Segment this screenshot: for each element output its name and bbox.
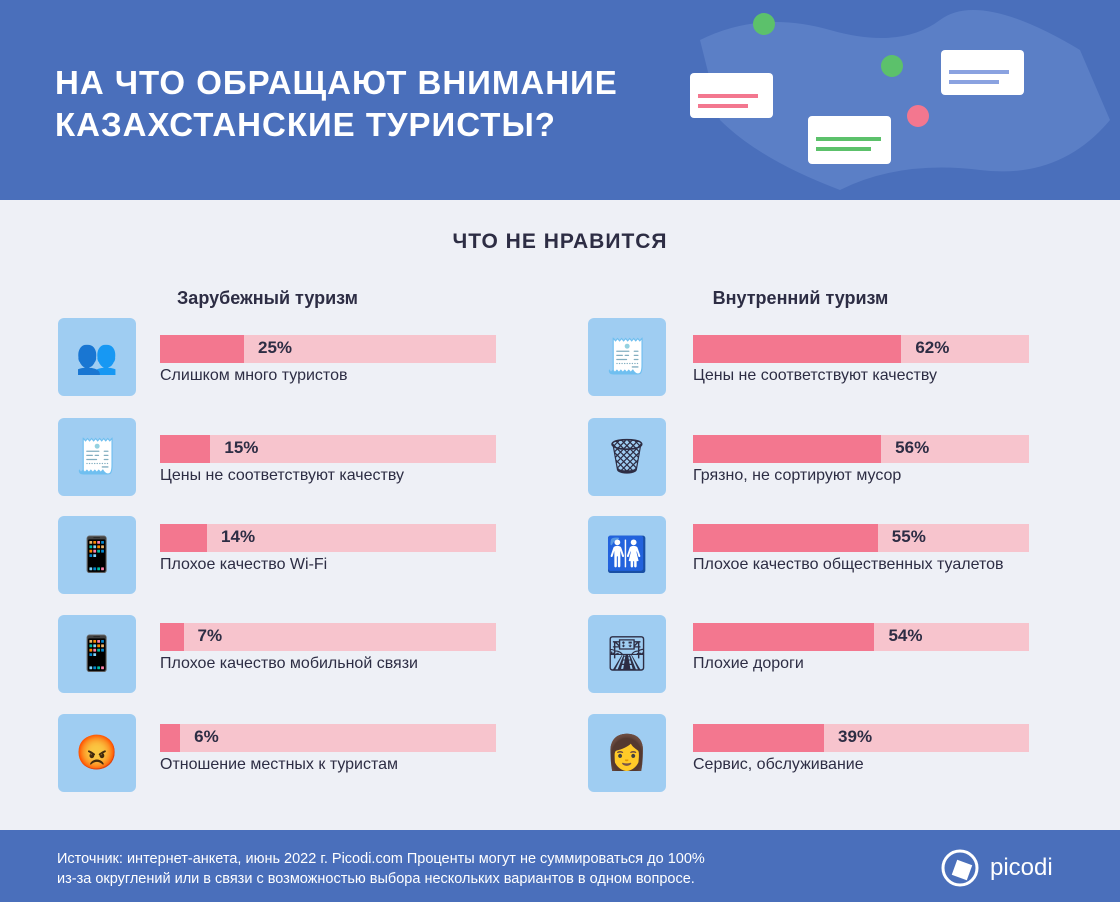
bar-track: 15% xyxy=(160,435,496,463)
bar-track: 39% xyxy=(693,724,1029,752)
data-label: 39% xyxy=(838,727,873,746)
bar-fill xyxy=(693,524,878,552)
source-note: Источник: интернет-анкета, июнь 2022 г. … xyxy=(57,849,705,889)
angry-face-icon: 😡 xyxy=(58,714,136,792)
picodi-logo-icon xyxy=(941,849,979,887)
bar-track: 7% xyxy=(160,623,496,651)
data-label: 14% xyxy=(221,527,256,546)
category-label: Цены не соответствуют качеству xyxy=(160,467,404,484)
category-label: Плохое качество мобильной связи xyxy=(160,655,418,672)
bar-fill xyxy=(160,335,244,363)
source-line-2: из-за округлений или в связи с возможнос… xyxy=(57,871,695,887)
category-label: Плохие дороги xyxy=(693,655,804,672)
category-label: Отношение местных к туристам xyxy=(160,756,399,773)
data-label: 62% xyxy=(915,338,950,357)
category-label: Плохое качество общественных туалетов xyxy=(693,556,1004,573)
bar-fill xyxy=(693,435,882,463)
title-line-2: КАЗАХСТАНСКИЕ ТУРИСТЫ? xyxy=(55,106,556,143)
data-label: 56% xyxy=(895,438,930,457)
bar-track: 54% xyxy=(693,623,1029,651)
bar-fill xyxy=(160,724,181,752)
category-label: Сервис, обслуживание xyxy=(693,756,864,773)
phone-wifi-icon: 📱 xyxy=(58,516,136,594)
data-label: 55% xyxy=(891,527,926,546)
bar-track: 55% xyxy=(693,524,1029,552)
section-title: ЧТО НЕ НРАВИТСЯ xyxy=(452,230,668,253)
bar-track: 25% xyxy=(160,335,496,363)
category-label: Слишком много туристов xyxy=(160,367,348,384)
source-line-1: Источник: интернет-анкета, июнь 2022 г. … xyxy=(57,851,705,867)
data-label: 15% xyxy=(224,438,259,457)
bar-fill xyxy=(693,724,825,752)
category-label: Цены не соответствуют качеству xyxy=(693,367,937,384)
world-map-reviews-illustration xyxy=(690,10,1110,190)
footer: Источник: интернет-анкета, июнь 2022 г. … xyxy=(0,830,1120,902)
bar-track: 62% xyxy=(693,335,1029,363)
chart-title: Зарубежный туризм xyxy=(177,288,358,308)
bar-fill xyxy=(160,623,184,651)
header: НА ЧТО ОБРАЩАЮТ ВНИМАНИЕ КАЗАХСТАНСКИЕ Т… xyxy=(0,0,1120,200)
picodi-logo: picodi xyxy=(940,848,1053,888)
receipt-icon: 🧾 xyxy=(58,418,136,496)
category-label: Грязно, не сортируют мусор xyxy=(693,467,902,484)
bar-fill xyxy=(693,335,902,363)
bar-track: 6% xyxy=(160,724,496,752)
data-label: 6% xyxy=(194,727,219,746)
page-title: НА ЧТО ОБРАЩАЮТ ВНИМАНИЕ КАЗАХСТАНСКИЕ Т… xyxy=(55,62,618,146)
service-woman-icon: 👩 xyxy=(588,714,666,792)
data-label: 25% xyxy=(258,338,293,357)
phone-signal-icon: 📱 xyxy=(58,615,136,693)
bar-fill xyxy=(693,623,875,651)
road-icon: 🛣 xyxy=(588,615,666,693)
toilet-sign-icon: 🚻 xyxy=(588,516,666,594)
title-line-1: НА ЧТО ОБРАЩАЮТ ВНИМАНИЕ xyxy=(55,64,618,101)
category-label: Плохое качество Wi-Fi xyxy=(160,556,328,573)
bar-fill xyxy=(160,524,208,552)
crowd-icon: 👥 xyxy=(58,318,136,396)
chart-title: Внутренний туризм xyxy=(712,288,889,308)
bar-track: 56% xyxy=(693,435,1029,463)
receipt-icon: 🧾 xyxy=(588,318,666,396)
bar-fill xyxy=(160,435,211,463)
bar-track: 14% xyxy=(160,524,496,552)
logo-text: picodi xyxy=(990,854,1053,881)
data-label: 54% xyxy=(888,626,923,645)
data-label: 7% xyxy=(197,626,223,645)
trash-bin-icon: 🗑 xyxy=(588,418,666,496)
